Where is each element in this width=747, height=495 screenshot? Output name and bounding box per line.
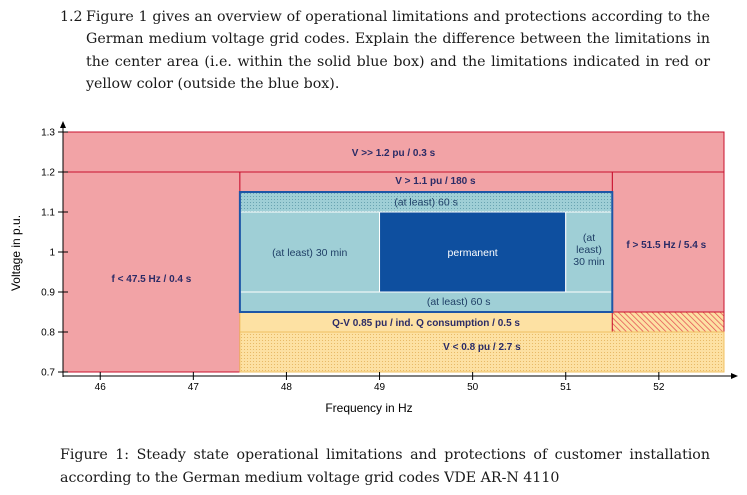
region-label-at-least-30min: (at least) 30 min [272, 247, 347, 259]
x-tick-label: 50 [467, 382, 479, 393]
y-tick-label: 1.3 [41, 128, 55, 139]
y-tick-label: 1.2 [41, 168, 55, 179]
y-axis-title: Voltage in p.u. [9, 215, 23, 291]
solid-blue-box [238, 191, 614, 313]
x-tick-label: 46 [95, 382, 107, 393]
region-label-permanent: permanent [448, 247, 498, 259]
question-text: Figure 1 gives an overview of operationa… [86, 9, 710, 93]
region-high-frequency [611, 171, 725, 313]
region-label-at-least-30min-right: (at least) 30 min [573, 232, 605, 268]
x-tick-label: 48 [281, 382, 293, 393]
region-at-least-30min [239, 211, 381, 293]
region-label-undervoltage: V < 0.8 pu / 2.7 s [443, 342, 521, 353]
region-label-low-frequency: f < 47.5 Hz / 0.4 s [112, 274, 192, 285]
y-axis-arrow [60, 121, 66, 128]
axes-layer: 0.7 0.8 0.9 1 1.1 1.2 1.3 46 47 48 49 50 51 52 Frequen… [9, 121, 738, 415]
region-undervoltage [239, 331, 725, 373]
x-tick-label: 51 [560, 382, 572, 393]
question-number: 1.2 [60, 9, 83, 25]
x-tick-label: 47 [188, 382, 200, 393]
region-label-overvoltage-1-2: V >> 1.2 pu / 0.3 s [352, 148, 436, 159]
x-tick-label: 52 [653, 382, 665, 393]
figure-caption: Figure 1: Steady state operational limit… [60, 447, 710, 486]
y-tick-label: 0.9 [41, 288, 55, 299]
region-at-least-30min-right [565, 211, 613, 293]
region-labels-layer: V >> 1.2 pu / 0.3 s f < 47.5 Hz / 0.4 s f … [112, 148, 707, 353]
region-low-frequency [62, 171, 241, 373]
question-1-2: 1.2 Figure 1 gives an overview of operat… [60, 6, 710, 96]
x-axis-title: Frequency in Hz [325, 401, 412, 415]
region-label-high-frequency: f > 51.5 Hz / 5.4 s [626, 240, 706, 251]
y-tick-label: 0.7 [41, 368, 55, 379]
regions-layer [62, 131, 725, 373]
y-tick-label: 0.8 [41, 328, 55, 339]
region-permanent [379, 211, 567, 293]
y-tick-label: 1.1 [41, 208, 55, 219]
region-label-q-v-protection: Q-V 0.85 pu / ind. Q consumption / 0.5 s [332, 318, 520, 329]
region-label-at-least-60s-bottom: (at least) 60 s [427, 296, 491, 308]
x-tick-label: 49 [374, 382, 386, 393]
region-q-v-hatched [611, 311, 725, 333]
y-tick-label: 1 [49, 248, 55, 259]
region-label-at-least-60s-top: (at least) 60 s [394, 197, 458, 209]
x-axis-arrow [731, 373, 738, 379]
region-label-overvoltage-1-1: V > 1.1 pu / 180 s [395, 176, 476, 187]
